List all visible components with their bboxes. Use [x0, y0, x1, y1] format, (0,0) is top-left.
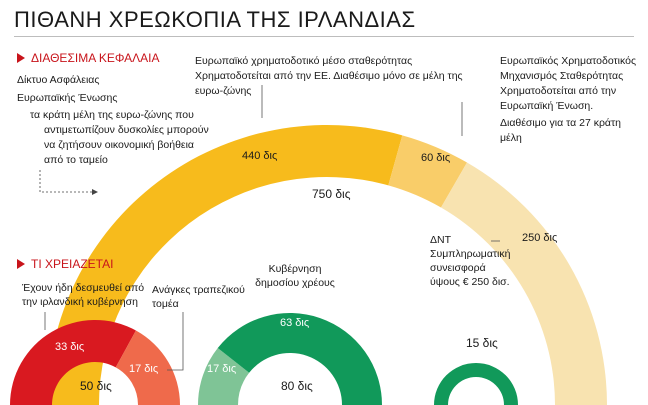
other-total-value: 15 δις [466, 336, 498, 350]
sovereign-total-value: 80 δις [281, 379, 313, 393]
leader-arrow-icon [92, 189, 98, 195]
leader-banking [167, 312, 184, 371]
section-needed: ΤΙ ΧΡΕΙΑΖΕΤΑΙ [17, 257, 113, 271]
triangle-icon [17, 259, 25, 269]
arc-imf-segment [441, 162, 607, 405]
safety-net-line-1: Δίκτυο Ασφάλειας [17, 74, 100, 86]
section-available-label: ΔΙΑΘΕΣΙΜΑ ΚΕΦΑΛΑΙΑ [31, 51, 160, 65]
banking-line-2: τομέα [152, 298, 179, 310]
sovereign-light-value: 17 δις [207, 363, 237, 375]
safety-net-line-5: να ζητήσουν οικονομική βοήθεια [44, 139, 194, 151]
debt-line-1: Κυβέρνηση [268, 263, 322, 275]
arc-efsm-segment [388, 135, 467, 208]
imf-line-4: ύψους € 250 δισ. [430, 276, 510, 288]
title-divider [14, 36, 634, 37]
sovereign-dark-value: 63 δις [280, 317, 310, 329]
arc-bank-guaranteed [10, 320, 136, 405]
efsm-line-2: Μηχανισμός Σταθερότητας [500, 70, 624, 82]
efsf-value-label: 440 δις [242, 150, 278, 162]
section-available-funds: ΔΙΑΘΕΣΙΜΑ ΚΕΦΑΛΑΙΑ [17, 51, 159, 65]
banking-line-1: Ανάγκες τραπεζικού [152, 284, 245, 296]
safety-net-line-2: Ευρωπαϊκής Ένωσης [17, 92, 118, 104]
guaranteed-line-2: την ιρλανδική κυβέρνηση [22, 296, 138, 308]
safety-net-line-3: τα κράτη μέλη της ευρω-ζώνης που [30, 109, 194, 121]
bank-guaranteed-value: 33 δις [55, 341, 85, 353]
bank-total-value: 50 δις [80, 379, 112, 393]
imf-line-3: συνεισφορά [430, 262, 486, 274]
bank-needs-value: 17 δις [129, 363, 159, 375]
triangle-icon [17, 53, 25, 63]
efsm-line-1: Ευρωπαϊκός Χρηματοδοτικός [500, 55, 637, 67]
arc-efsf-segment [47, 124, 403, 405]
efsf-line-3: ευρω-ζώνης [195, 85, 252, 97]
safety-net-line-6: από το ταμείο [44, 154, 108, 166]
arc-sovereign-light [198, 348, 250, 405]
efsm-line-4: Ευρωπαϊκή Ένωση. [500, 100, 594, 112]
arc-bank-needs [115, 330, 180, 405]
arc-sovereign-dark [217, 313, 382, 405]
efsm-line-3: Χρηματοδοτείται από την [500, 85, 617, 97]
guaranteed-line-1: Έχουν ήδη δεσμευθεί από [22, 282, 145, 294]
efsf-line-1: Ευρωπαϊκό χρηματοδοτικό μέσο σταθερότητα… [195, 55, 413, 67]
efsm-value-label: 60 δις [421, 152, 451, 164]
leader-safety-net [39, 170, 92, 193]
arc-other-needs [434, 363, 518, 405]
debt-line-2: δημοσίου χρέους [255, 277, 335, 289]
imf-line-2: Συμπληρωματική [430, 248, 511, 260]
total-available-label: 750 δις [312, 187, 351, 201]
section-needed-label: ΤΙ ΧΡΕΙΑΖΕΤΑΙ [31, 257, 114, 271]
imf-line-1: ΔΝΤ [430, 234, 452, 246]
efsf-line-2: Χρηματοδοτείται από την ΕΕ. Διαθέσιμο μό… [195, 70, 463, 82]
efsm-line-5: Διαθέσιμο για τα 27 κράτη [500, 117, 621, 129]
page-title: ΠΙΘΑΝΗ ΧΡΕΩΚΟΠΙΑ ΤΗΣ ΙΡΛΑΝΔΙΑΣ [14, 7, 416, 32]
safety-net-line-4: αντιμετωπίζουν δυσκολίες μπορούν [44, 124, 209, 136]
imf-value-label: 250 δις [522, 232, 558, 244]
efsm-line-6: μέλη [500, 132, 522, 144]
